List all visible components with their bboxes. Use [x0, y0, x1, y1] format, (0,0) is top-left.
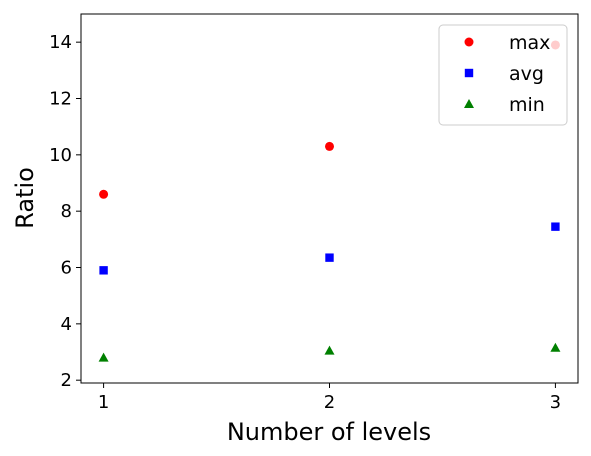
legend-label-min: min	[509, 94, 545, 116]
min-point	[324, 345, 335, 355]
avg-legend-marker	[464, 68, 474, 78]
avg-point	[551, 222, 560, 231]
y-axis-label: Ratio	[11, 167, 39, 229]
max-legend-marker	[464, 37, 474, 47]
y-tick-label: 4	[61, 314, 72, 335]
legend-label-max: max	[509, 32, 550, 54]
legend: max avg min	[438, 24, 568, 126]
y-tick-label: 10	[49, 145, 72, 166]
x-axis-label: Number of levels	[227, 418, 431, 446]
y-tick-label: 14	[49, 32, 72, 53]
legend-label-avg: avg	[509, 63, 544, 85]
x-tick-label: 1	[98, 392, 109, 413]
max-point	[325, 141, 334, 151]
x-tick-label: 3	[550, 392, 561, 413]
x-axis-ticks: 1 2 3	[98, 383, 561, 413]
y-axis-ticks: 2 4 6 8 10 12 14	[49, 32, 81, 391]
avg-point	[325, 253, 334, 262]
x-tick-label: 2	[324, 392, 335, 413]
data-markers	[98, 40, 561, 362]
y-tick-label: 12	[49, 89, 72, 110]
legend-box	[438, 24, 568, 126]
min-legend-marker	[464, 99, 474, 108]
min-point	[98, 352, 109, 362]
avg-point	[99, 266, 108, 275]
y-tick-label: 8	[61, 201, 72, 222]
min-point	[550, 342, 561, 352]
max-point	[99, 189, 109, 199]
y-tick-label: 6	[61, 258, 72, 279]
y-tick-label: 2	[61, 370, 72, 391]
